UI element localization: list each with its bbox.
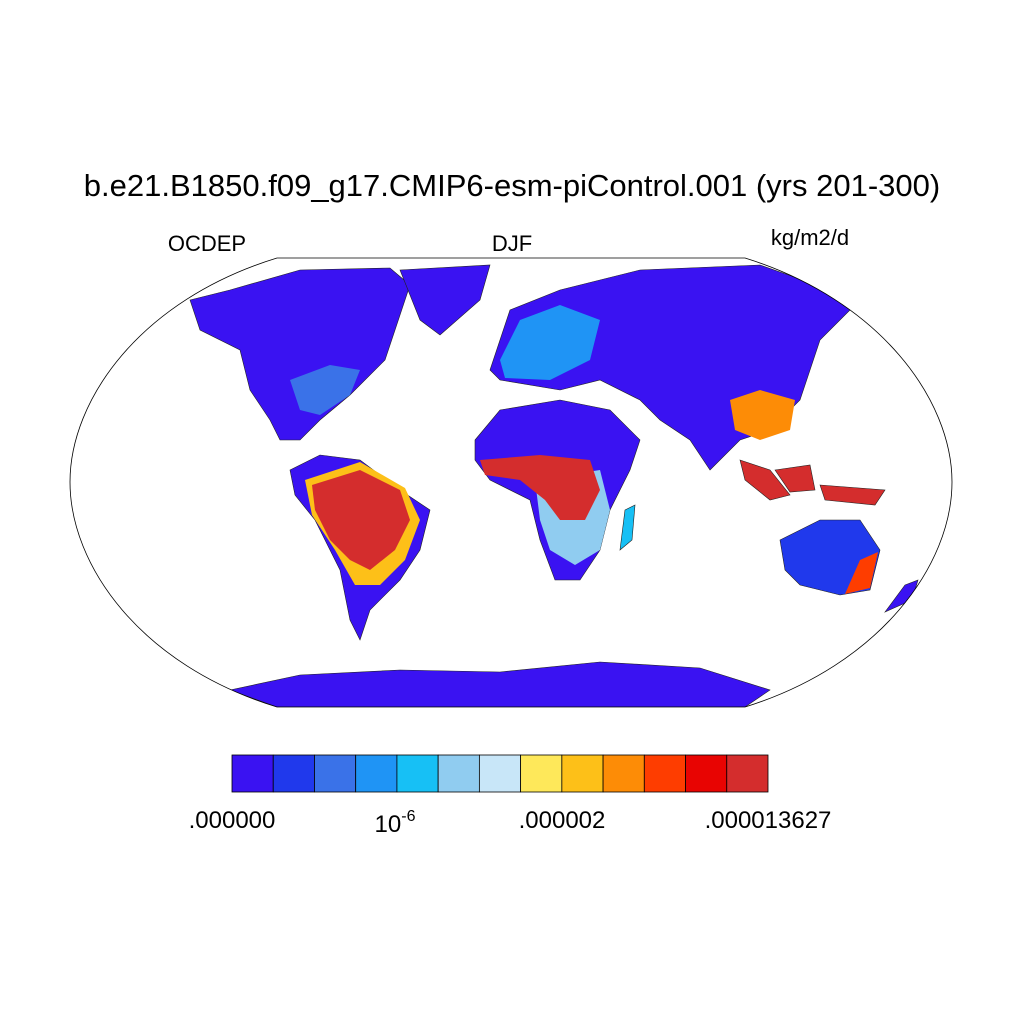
africa-central	[480, 455, 600, 520]
colorbar-swatch	[726, 754, 769, 793]
colorbar-label: .000000	[189, 807, 276, 834]
colorbar-swatch	[478, 754, 522, 793]
north-america	[189, 267, 411, 441]
maritime-continent	[739, 459, 886, 506]
left-label: OCDEP	[168, 231, 246, 256]
colorbar-swatch	[272, 754, 315, 793]
colorbar-label: .000013627	[705, 807, 832, 834]
colorbar-label-exponent: -6	[401, 808, 415, 825]
antarctica	[228, 661, 771, 707]
colorbar-swatch	[396, 754, 439, 793]
north-america-east	[290, 365, 360, 415]
colorbar-swatch	[437, 754, 480, 793]
europe	[500, 305, 600, 380]
colorbar-swatch	[314, 754, 357, 793]
center-label: DJF	[492, 231, 532, 256]
colorbar-label-base: 10	[375, 811, 402, 838]
south-asia	[730, 390, 795, 440]
amazon	[312, 470, 410, 570]
colorbar-swatch	[231, 754, 274, 793]
colorbar-swatch	[685, 754, 728, 793]
greenland	[399, 264, 491, 336]
colorbar-label: .000002	[519, 807, 606, 834]
colorbar-swatch	[561, 754, 604, 793]
colorbar-swatch	[355, 754, 398, 793]
units-label: kg/m2/d	[771, 225, 849, 250]
colorbar-swatch	[602, 754, 645, 793]
title: b.e21.B1850.f09_g17.CMIP6-esm-piControl.…	[84, 168, 940, 203]
colorbar-label: 10-6	[375, 808, 416, 838]
colorbar-swatch	[520, 754, 563, 793]
map	[69, 257, 953, 708]
map-outline	[69, 257, 953, 708]
colorbar-swatch	[643, 754, 686, 793]
australia-east	[845, 552, 878, 594]
colorbar	[231, 754, 769, 793]
madagascar	[619, 504, 636, 551]
